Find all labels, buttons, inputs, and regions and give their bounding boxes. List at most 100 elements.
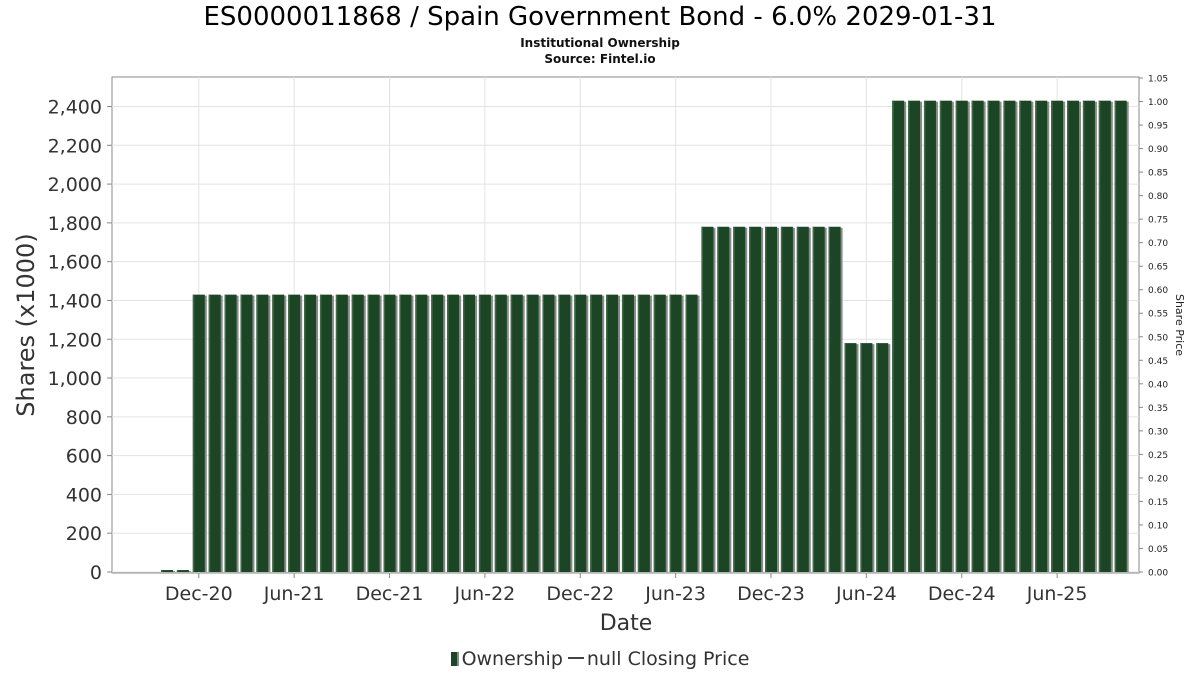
ownership-bar-fill [415,294,428,572]
ownership-bar-highlight [351,294,354,572]
chart-title: ES0000011868 / Spain Government Bond - 6… [203,2,997,32]
ownership-bar-fill [447,294,460,572]
ownership-bar-highlight [574,294,576,572]
y2-tick-label: 0.95 [1148,122,1168,132]
ownership-bar-highlight [606,294,608,572]
ownership-bar [415,294,430,572]
ownership-bar-fill [796,226,809,573]
ownership-bar [367,294,382,572]
ownership-bar-fill [574,294,587,572]
ownership-bar [399,294,414,572]
ownership-bar-highlight [478,294,481,572]
ownership-bar-highlight [224,294,227,572]
ownership-bar [733,226,748,573]
x-tick-label: Dec-23 [737,583,805,605]
ownership-bar-fill [335,294,348,572]
ownership-bar-highlight [383,294,386,572]
ownership-bar [669,294,684,572]
ownership-bar-fill [478,294,491,572]
ownership-bar-fill [542,294,555,572]
y2-tick-label: 0.60 [1148,286,1168,296]
ownership-bar-highlight [272,294,274,572]
y-tick-label: 800 [66,407,102,429]
y2-tick-label: 0.75 [1148,216,1168,226]
ownership-bar [860,343,875,572]
ownership-bar-fill [256,294,269,572]
x-tick-label: Jun-22 [454,583,516,605]
x-axis: Dec-20 Jun-21 Dec-21 Jun-22 Dec-22 Jun-23 Dec-… [165,573,1087,605]
ownership-bar-highlight [590,294,592,572]
y2-axis: 0.00 0.05 0.10 0.15 0.20 0.25 0.30 0.35 0.40 0.45… [1139,75,1168,579]
ownership-bar [526,294,541,572]
ownership-bar-highlight [367,294,370,572]
ownership-bar [908,100,923,573]
ownership-bar-highlight [463,294,465,572]
ownership-bar [621,294,636,572]
ownership-bar-fill [208,294,221,572]
ownership-bar-fill [701,226,714,573]
ownership-bar-fill [1019,100,1032,573]
ownership-bar-highlight [860,343,862,572]
ownership-bar-highlight [955,100,958,573]
y2-tick-label: 1.05 [1148,75,1168,85]
ownership-bar [828,226,843,573]
ownership-bar-highlight [1051,100,1053,573]
ownership-bar-fill [923,100,936,573]
ownership-bar [701,226,716,573]
y2-tick-label: 0.10 [1148,521,1168,531]
ownership-bar-fill [463,294,476,572]
ownership-bar [1003,100,1018,573]
bars-group [161,100,1129,573]
ownership-bar-fill [606,294,619,572]
ownership-bar-highlight [749,226,751,573]
ownership-bar [304,294,319,572]
legend-price-label: null Closing Price [586,648,750,670]
ownership-bar [1035,100,1050,573]
ownership-bar-fill [494,294,507,572]
ownership-bar-highlight [431,294,433,572]
ownership-bar-fill [272,294,285,572]
x-tick-label: Dec-22 [546,583,614,605]
ownership-bar-fill [431,294,444,572]
ownership-bar-fill [383,294,396,572]
y-tick-label: 200 [66,523,102,545]
ownership-bar-highlight [415,294,417,572]
y-tick-label: 1,200 [48,329,102,351]
ownership-bar [240,294,255,572]
ownership-bar [844,343,859,572]
ownership-bar-highlight [161,570,163,572]
y-tick-label: 600 [66,446,102,468]
x-tick-label: Dec-21 [356,583,424,605]
ownership-bar [272,294,287,572]
y2-tick-label: 0.50 [1148,333,1168,343]
x-axis-label: Date [600,611,653,636]
ownership-bar-highlight [192,294,195,572]
ownership-bar-highlight [288,294,290,572]
ownership-bar-fill [1098,100,1111,573]
y2-axis-label: Share Price [1173,294,1186,356]
ownership-bar-highlight [256,294,258,572]
ownership-bar-highlight [399,294,401,572]
x-tick-label: Jun-24 [835,583,897,605]
ownership-bar-fill [1114,100,1127,573]
ownership-bar-fill [1035,100,1048,573]
ownership-bar-fill [351,294,364,572]
ownership-bar [892,100,907,573]
ownership-bar [463,294,478,572]
ownership-bar-fill [1051,100,1064,573]
ownership-bar-highlight [828,226,831,573]
ownership-bar [590,294,605,572]
y-tick-label: 1,400 [48,290,102,312]
y2-tick-label: 0.15 [1148,498,1168,508]
ownership-bar-highlight [319,294,322,572]
ownership-bar-fill [240,294,253,572]
y2-tick-label: 1.00 [1148,98,1168,108]
ownership-bar [256,294,271,572]
ownership-bar [812,226,827,573]
y2-tick-label: 0.55 [1148,310,1168,320]
ownership-bar-fill [558,294,571,572]
ownership-bar-highlight [1035,100,1037,573]
chart-source: Source: Fintel.io [544,52,656,66]
ownership-bar-highlight [621,294,624,572]
ownership-bar-fill [669,294,682,572]
